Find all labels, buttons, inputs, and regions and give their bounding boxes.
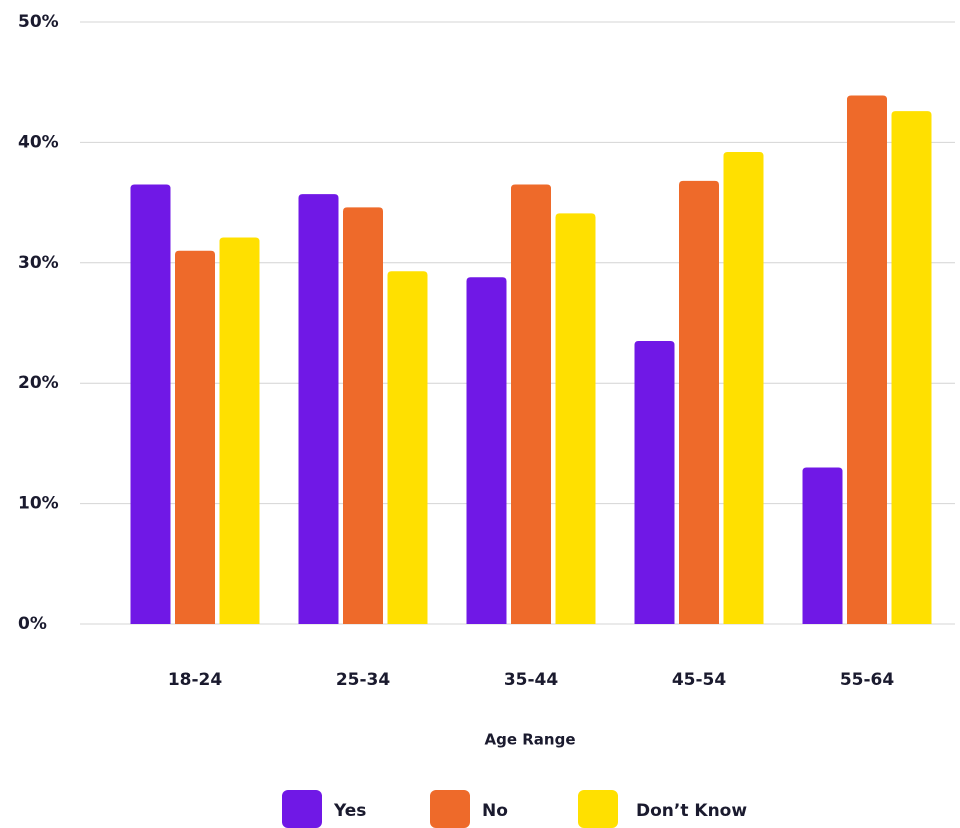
bar [679, 180, 719, 625]
bar [130, 184, 171, 625]
bar [343, 207, 383, 624]
legend-label: No [482, 801, 508, 821]
bar [802, 467, 843, 624]
bar [511, 184, 551, 625]
legend-label: Yes [333, 801, 366, 821]
y-tick-label: 0% [18, 614, 47, 634]
y-tick-label: 10% [18, 494, 59, 514]
bar [387, 271, 428, 624]
x-tick-label: 18-24 [168, 670, 223, 690]
bar [219, 237, 260, 625]
bar [847, 95, 887, 625]
y-tick-label: 40% [18, 132, 59, 152]
bar [891, 111, 932, 624]
legend-swatch [578, 790, 618, 828]
y-tick-label: 20% [18, 373, 59, 393]
bar [555, 213, 596, 624]
bar [466, 277, 507, 624]
bar [175, 250, 215, 624]
bar [723, 152, 764, 625]
y-tick-label: 50% [18, 12, 59, 32]
x-tick-label: 35-44 [504, 670, 559, 690]
y-tick-label: 30% [18, 253, 59, 273]
legend-swatch [282, 790, 322, 828]
legend-swatch [430, 790, 470, 828]
x-tick-label: 25-34 [336, 670, 391, 690]
bar [298, 194, 339, 624]
x-tick-label: 55-64 [840, 670, 895, 690]
x-tick-label: 45-54 [672, 670, 727, 690]
x-axis-label: Age Range [484, 731, 575, 749]
legend-label: Don’t Know [636, 801, 747, 821]
bar [634, 341, 675, 624]
